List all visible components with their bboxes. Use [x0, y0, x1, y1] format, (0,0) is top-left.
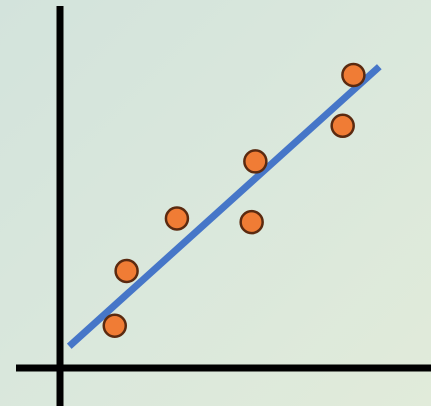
data-point: [114, 258, 139, 284]
data-point: [102, 313, 128, 339]
axes: [16, 6, 431, 406]
data-point: [239, 209, 264, 235]
data-point: [341, 62, 366, 88]
data-point: [164, 206, 190, 231]
data-point: [330, 113, 355, 139]
trendline-layer: [66, 64, 382, 349]
data-point: [243, 149, 268, 174]
trendline: [66, 64, 382, 349]
data-points: [102, 62, 366, 339]
